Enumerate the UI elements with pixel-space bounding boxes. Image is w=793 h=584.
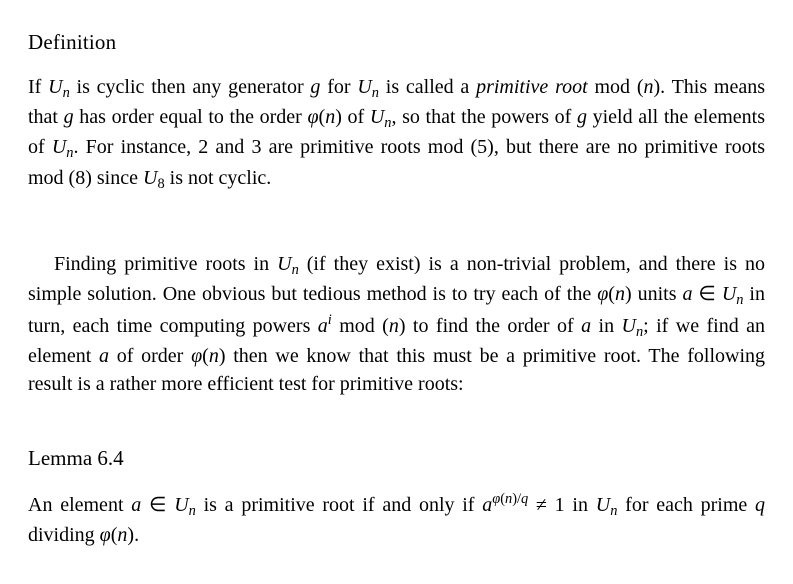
definition-heading: Definition: [28, 30, 765, 55]
definition-paragraph: If Un is cyclic then any generator g for…: [28, 73, 765, 194]
spacer: [28, 398, 765, 446]
lemma-heading: Lemma 6.4: [28, 446, 765, 471]
middle-paragraph: Finding primitive roots in Un (if they e…: [28, 250, 765, 398]
lemma-paragraph: An element a ∈ Un is a primitive root if…: [28, 489, 765, 549]
spacer: [28, 194, 765, 250]
page: Definition If Un is cyclic then any gene…: [0, 0, 793, 579]
